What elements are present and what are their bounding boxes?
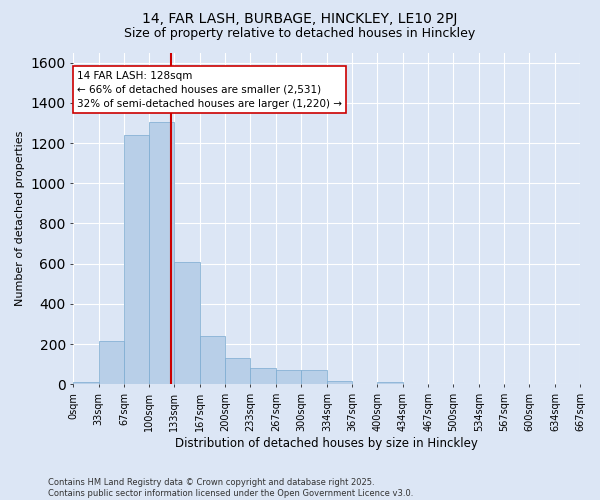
Bar <box>98 341 124 384</box>
X-axis label: Distribution of detached houses by size in Hinckley: Distribution of detached houses by size … <box>175 437 478 450</box>
Bar <box>327 382 352 384</box>
Text: 14, FAR LASH, BURBAGE, HINCKLEY, LE10 2PJ: 14, FAR LASH, BURBAGE, HINCKLEY, LE10 2P… <box>142 12 458 26</box>
Bar <box>276 370 301 384</box>
Text: Contains HM Land Registry data © Crown copyright and database right 2025.
Contai: Contains HM Land Registry data © Crown c… <box>48 478 413 498</box>
Y-axis label: Number of detached properties: Number of detached properties <box>15 131 25 306</box>
Bar <box>175 262 200 384</box>
Bar <box>124 135 149 384</box>
Bar <box>73 382 98 384</box>
Bar <box>149 122 175 384</box>
Text: 14 FAR LASH: 128sqm
← 66% of detached houses are smaller (2,531)
32% of semi-det: 14 FAR LASH: 128sqm ← 66% of detached ho… <box>77 70 342 108</box>
Bar <box>377 382 403 384</box>
Text: Size of property relative to detached houses in Hinckley: Size of property relative to detached ho… <box>124 28 476 40</box>
Bar <box>200 336 226 384</box>
Bar <box>226 358 250 384</box>
Bar <box>301 370 327 384</box>
Bar <box>250 368 276 384</box>
